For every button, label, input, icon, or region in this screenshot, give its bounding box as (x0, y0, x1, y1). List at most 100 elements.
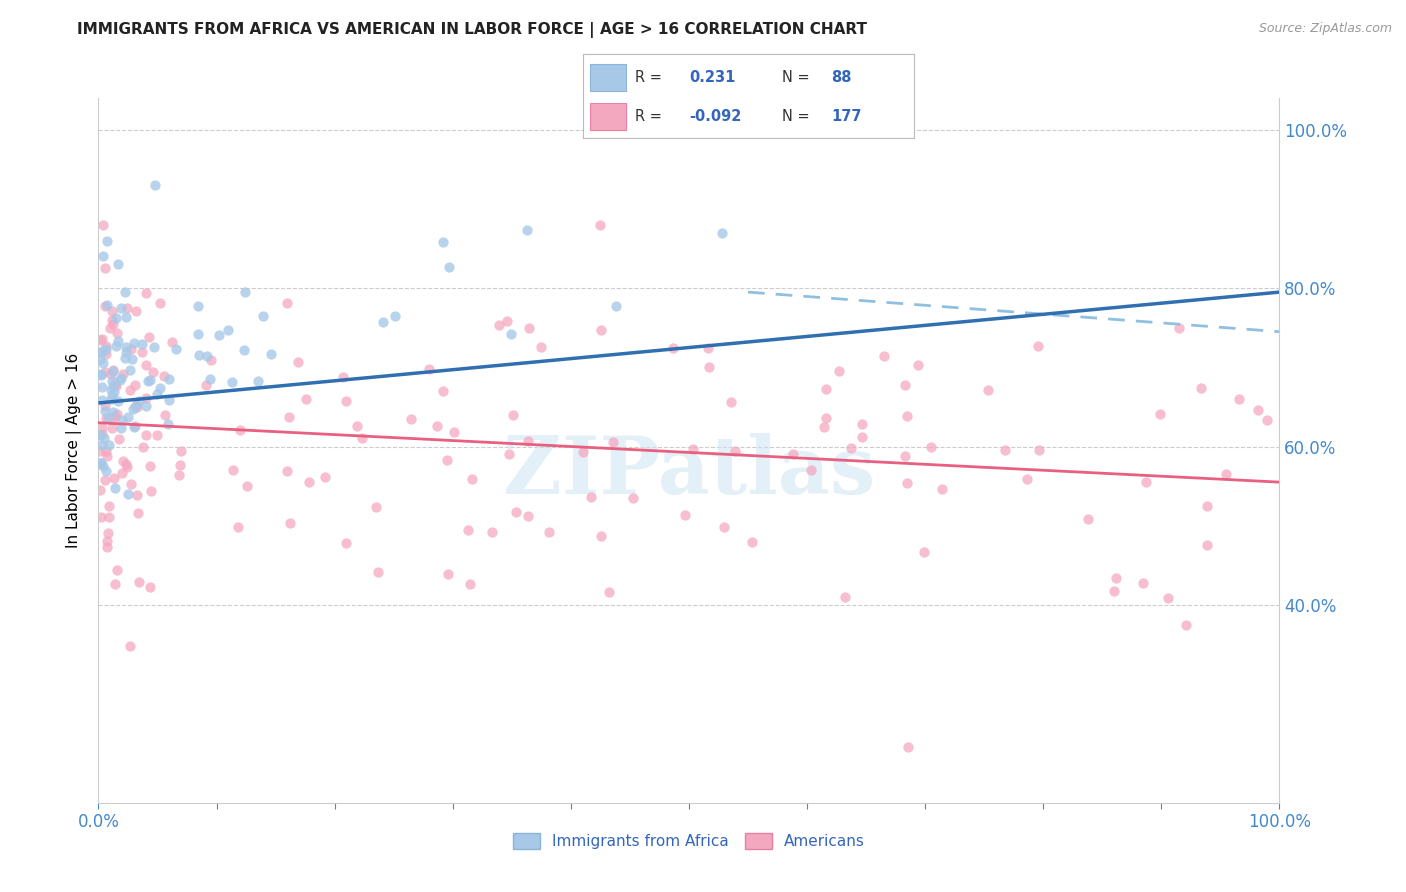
Point (128, 393, 150, 408)
Point (96, 540, 118, 554)
Point (127, 506, 149, 520)
Point (114, 340, 136, 354)
Point (89, 428, 111, 442)
Point (101, 404, 124, 418)
Point (800, 463, 823, 477)
Point (124, 419, 146, 434)
Point (896, 409, 918, 424)
Point (673, 508, 696, 522)
Point (107, 393, 129, 408)
Point (1167, 321, 1189, 335)
Point (114, 285, 136, 300)
Point (1229, 392, 1251, 406)
Point (1105, 571, 1128, 585)
Point (107, 334, 129, 349)
Point (498, 447, 520, 461)
Point (135, 428, 157, 442)
Text: -0.092: -0.092 (689, 109, 741, 124)
Point (195, 377, 218, 392)
Text: R =: R = (634, 70, 662, 85)
Point (118, 363, 141, 377)
Point (907, 358, 929, 372)
Point (1077, 512, 1099, 526)
Point (814, 382, 837, 396)
Point (589, 323, 612, 337)
Text: N =: N = (782, 109, 810, 124)
Point (1028, 443, 1050, 458)
Point (94, 347, 117, 361)
Point (94, 260, 117, 275)
Point (1189, 381, 1212, 395)
Point (894, 378, 917, 392)
Point (143, 178, 166, 193)
Point (135, 358, 157, 372)
Text: 177: 177 (831, 109, 862, 124)
Point (135, 392, 157, 406)
Point (105, 563, 128, 577)
Point (136, 374, 159, 388)
Point (896, 476, 918, 491)
Point (96, 534, 118, 549)
Point (581, 490, 603, 504)
Point (295, 392, 318, 406)
Point (101, 362, 124, 376)
Point (233, 285, 256, 300)
Point (110, 371, 132, 385)
Point (100, 383, 122, 397)
Point (128, 575, 150, 590)
Point (101, 304, 124, 318)
Point (458, 576, 481, 591)
Point (276, 296, 298, 310)
Point (894, 449, 917, 463)
Point (93, 431, 115, 445)
Point (436, 567, 458, 582)
Point (682, 442, 704, 457)
Point (91, 250, 114, 264)
Point (93, 299, 115, 313)
Point (90, 456, 112, 470)
Point (120, 639, 142, 653)
Point (138, 329, 160, 343)
Legend: Immigrants from Africa, Americans: Immigrants from Africa, Americans (506, 827, 872, 855)
Bar (591, 63, 627, 91)
Point (103, 410, 125, 425)
Point (496, 313, 519, 327)
Point (724, 444, 747, 458)
Point (260, 347, 283, 361)
Point (94, 342, 117, 356)
Point (169, 468, 191, 483)
Point (598, 585, 620, 599)
Point (145, 428, 167, 442)
Point (105, 326, 128, 340)
Point (160, 334, 183, 349)
Point (131, 337, 153, 351)
Point (105, 311, 128, 326)
Point (94, 444, 117, 458)
Text: R =: R = (634, 109, 662, 124)
Point (232, 343, 254, 358)
Point (135, 399, 157, 413)
Point (153, 408, 176, 422)
Point (104, 377, 127, 392)
Point (591, 529, 613, 543)
Point (516, 508, 538, 523)
Point (350, 431, 373, 445)
Point (195, 349, 218, 363)
Point (139, 580, 162, 594)
Point (124, 377, 146, 392)
Point (519, 321, 541, 335)
Point (247, 374, 270, 388)
Point (1197, 538, 1219, 552)
Point (142, 365, 165, 379)
Point (90, 392, 112, 407)
Point (91, 458, 114, 473)
Point (488, 318, 510, 332)
Point (111, 467, 134, 481)
Point (457, 523, 479, 537)
Point (96, 339, 118, 353)
Point (141, 484, 163, 499)
Point (198, 372, 221, 386)
Point (834, 590, 856, 604)
Point (530, 340, 553, 354)
Point (720, 394, 742, 409)
